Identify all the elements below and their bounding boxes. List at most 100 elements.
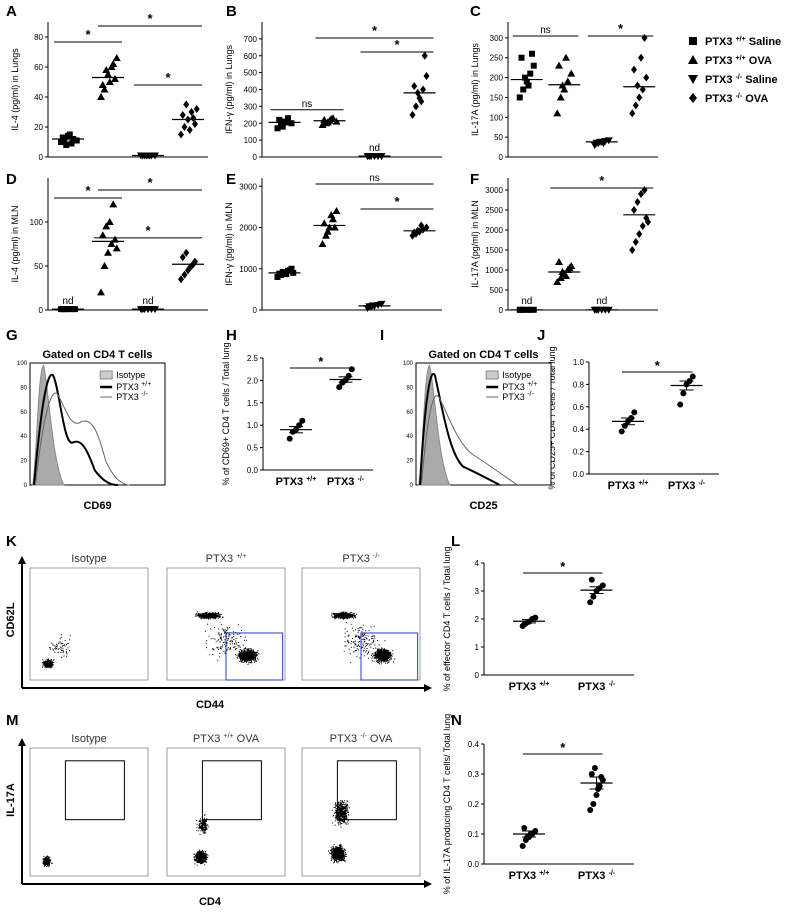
gate bbox=[336, 760, 397, 821]
panel-letter-L: L bbox=[451, 533, 460, 550]
chart-N: 0.0 0.1 0.2 0.3 0.4 % of IL-17A producing CD4… bbox=[442, 714, 634, 894]
chart-B: 0 100 200 300 400 500 600 700 IFN-γ (pg/ml) in L… bbox=[224, 22, 442, 162]
data-point bbox=[632, 101, 639, 110]
y-axis-label: IL-17A (pg/ml) in MLN bbox=[470, 200, 480, 288]
significance-label: * bbox=[147, 175, 153, 190]
data-point bbox=[519, 843, 526, 849]
data-point bbox=[377, 300, 386, 308]
data-point bbox=[639, 222, 646, 230]
x-arrow-head bbox=[424, 880, 432, 888]
data-point bbox=[420, 85, 426, 94]
data-point bbox=[285, 115, 291, 122]
dotplot-title-text: Isotype bbox=[71, 553, 106, 565]
significance-label: * bbox=[85, 27, 91, 42]
legend-marker bbox=[689, 93, 697, 103]
data-point bbox=[567, 69, 576, 77]
data-point bbox=[181, 123, 188, 131]
y-tick-label: 200 bbox=[490, 74, 504, 83]
histogram-title: Gated on CD4 T cells bbox=[42, 349, 152, 361]
significance-label: * bbox=[560, 559, 566, 574]
category-label: PTX3 -/- bbox=[578, 681, 616, 693]
y-tick-label: 1.5 bbox=[247, 399, 259, 408]
significance-label: * bbox=[599, 173, 605, 188]
significance-label: * bbox=[618, 21, 624, 36]
y-tick-label: 2500 bbox=[485, 206, 503, 215]
histogram-G: Gated on CD4 T cells CD69 0 20 40 60 80 100 Isot… bbox=[17, 349, 166, 512]
data-point bbox=[179, 253, 186, 262]
data-point bbox=[418, 97, 425, 106]
data-point bbox=[186, 263, 193, 272]
isotype-histogram bbox=[32, 364, 65, 486]
data-point bbox=[523, 78, 530, 85]
y-tick-label: 0 bbox=[410, 483, 414, 489]
y-axis-label: IL-17A (pg/ml) in Lungs bbox=[470, 42, 480, 136]
category-label: PTX3 +/+ bbox=[276, 476, 317, 488]
plot-frame bbox=[166, 747, 286, 877]
data-point bbox=[102, 66, 111, 73]
event-dots bbox=[328, 800, 350, 864]
event-dots bbox=[194, 611, 260, 665]
significance-label: * bbox=[145, 223, 151, 238]
y-tick-label: 2000 bbox=[239, 224, 257, 233]
data-point bbox=[413, 102, 419, 111]
panel-letter-C: C bbox=[470, 3, 481, 20]
data-point bbox=[68, 140, 75, 147]
gate bbox=[201, 760, 262, 821]
data-point bbox=[336, 384, 343, 391]
data-point bbox=[107, 240, 116, 247]
data-point bbox=[556, 274, 565, 281]
gate bbox=[64, 760, 125, 821]
data-point bbox=[332, 207, 341, 214]
data-point bbox=[588, 576, 595, 583]
y-tick-label: 0 bbox=[475, 671, 480, 680]
plot-frame bbox=[301, 747, 421, 877]
dotplot-0 bbox=[29, 567, 149, 681]
data-point bbox=[520, 86, 527, 93]
data-point bbox=[329, 215, 337, 223]
legend-label: PTX3 +/+ OVA bbox=[705, 55, 772, 67]
y-tick-label: 0.8 bbox=[573, 380, 585, 389]
y-tick-label: 50 bbox=[494, 133, 503, 142]
y-axis-label: % of CD69+ CD4 T cells / Total lung bbox=[221, 342, 231, 485]
category-label: PTX3 +/+ bbox=[608, 480, 649, 492]
data-point bbox=[411, 82, 418, 91]
panel-letter-K: K bbox=[6, 533, 17, 550]
y-tick-label: 40 bbox=[20, 434, 27, 440]
data-point bbox=[279, 269, 286, 276]
data-point bbox=[527, 70, 534, 77]
legend-label: Isotype bbox=[502, 370, 531, 380]
data-point bbox=[423, 72, 430, 80]
y-tick-label: 0.3 bbox=[468, 770, 480, 779]
y-tick-label: 250 bbox=[490, 54, 504, 63]
nd-label: nd bbox=[142, 296, 153, 307]
y-tick-label: 0.1 bbox=[468, 830, 480, 839]
y-axis-label: IFN-γ (pg/ml) in Lungs bbox=[224, 44, 234, 134]
significance-label: * bbox=[85, 183, 91, 198]
significance-label: * bbox=[655, 358, 661, 373]
data-point bbox=[553, 109, 562, 117]
data-point bbox=[636, 93, 643, 102]
legend-label: PTX3 +/+ bbox=[116, 381, 151, 392]
chart-E: 0 1000 2000 3000 IFN-γ (pg/ml) in MLN ns * bbox=[224, 173, 442, 315]
panel-letter-J: J bbox=[537, 327, 545, 344]
nd-label: nd bbox=[596, 296, 607, 307]
data-point bbox=[345, 372, 352, 379]
y-tick-label: 60 bbox=[34, 63, 43, 72]
data-point bbox=[274, 125, 281, 132]
data-point bbox=[529, 50, 535, 57]
data-point bbox=[276, 116, 283, 123]
y-tick-label: 700 bbox=[244, 35, 258, 44]
data-point bbox=[562, 272, 570, 279]
data-point bbox=[555, 258, 563, 265]
y-tick-label: 1.0 bbox=[573, 358, 585, 367]
y-tick-label: 2.0 bbox=[247, 376, 259, 385]
y-tick-label: 1500 bbox=[485, 246, 503, 255]
event-dots bbox=[331, 611, 396, 665]
data-point bbox=[641, 33, 648, 42]
event-dots bbox=[193, 814, 209, 866]
data-point bbox=[409, 110, 416, 119]
y-tick-label: 3000 bbox=[485, 186, 503, 195]
data-point bbox=[188, 108, 195, 116]
y-tick-label: 100 bbox=[490, 113, 504, 122]
y-axis-label: IL-4 (pg/ml) in MLN bbox=[10, 205, 20, 282]
